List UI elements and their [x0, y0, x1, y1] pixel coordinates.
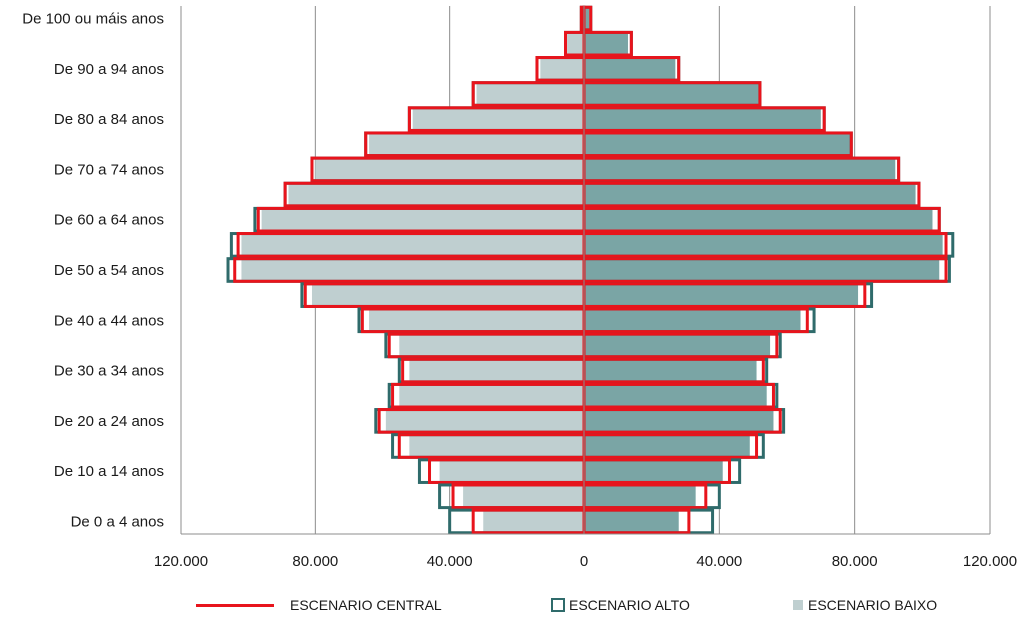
legend-item-baixo: ESCENARIO BAIXO: [793, 597, 937, 613]
bar-baixo-right: [584, 409, 774, 433]
bar-baixo-right: [584, 57, 676, 81]
bar-baixo-left: [369, 132, 584, 156]
legend-label-baixo: ESCENARIO BAIXO: [808, 597, 938, 613]
bar-baixo-left: [315, 158, 584, 181]
x-tick-label: 40.000: [427, 553, 473, 570]
bar-baixo-right: [584, 183, 916, 206]
axes: [181, 6, 990, 535]
bar-baixo-right: [584, 258, 940, 282]
y-category-label: De 40 a 44 anos: [54, 312, 164, 329]
bar-baixo-right: [584, 283, 859, 307]
bar-baixo-right: [584, 459, 723, 483]
bar-baixo-left: [412, 107, 584, 131]
legend-swatch-alto: [551, 598, 565, 612]
bar-baixo-left: [463, 484, 584, 508]
y-category-label: De 70 a 74 anos: [54, 161, 164, 178]
bar-baixo-left: [399, 334, 584, 357]
y-category-label: De 0 a 4 anos: [71, 513, 164, 530]
bar-baixo-right: [584, 359, 757, 382]
bar-baixo-right: [584, 484, 696, 508]
bar-baixo-left: [261, 208, 584, 232]
legend-item-central: ESCENARIO CENTRAL: [196, 597, 442, 613]
x-tick-label: 120.000: [154, 553, 208, 570]
bar-baixo-left: [409, 359, 584, 382]
y-category-label: De 80 a 84 anos: [54, 111, 164, 128]
bar-baixo-left: [399, 384, 584, 408]
chart-legend: ESCENARIO CENTRAL ESCENARIO ALTO ESCENAR…: [0, 597, 1022, 617]
x-tick-label: 0: [580, 553, 588, 570]
bar-baixo-left: [288, 183, 584, 206]
bar-baixo-right: [584, 308, 801, 332]
bar-baixo-left: [409, 434, 584, 458]
x-tick-label: 40.000: [696, 553, 742, 570]
legend-label-alto: ESCENARIO ALTO: [569, 597, 690, 613]
bar-baixo-left: [311, 283, 584, 307]
bar-baixo-left: [241, 233, 584, 257]
x-tick-label: 80.000: [292, 553, 338, 570]
x-tick-label: 120.000: [963, 553, 1017, 570]
bar-baixo-right: [584, 233, 943, 257]
y-axis-labels: De 100 ou máis anos De 90 a 94 anos De 80 …: [22, 11, 164, 531]
bar-baixo-left: [540, 57, 584, 81]
bar-baixo-left: [369, 308, 584, 332]
y-category-label: De 100 ou máis anos: [22, 11, 164, 28]
legend-swatch-central: [196, 603, 274, 607]
bar-baixo-left: [567, 32, 584, 56]
y-category-label: De 90 a 94 anos: [54, 61, 164, 78]
bar-baixo-right: [584, 510, 679, 533]
bars: [226, 5, 955, 535]
y-category-label: De 20 a 24 anos: [54, 413, 164, 430]
bar-baixo-left: [439, 459, 584, 483]
legend-label-central: ESCENARIO CENTRAL: [290, 597, 442, 613]
bar-baixo-right: [584, 208, 933, 232]
y-category-label: De 60 a 64 anos: [54, 212, 164, 229]
legend-item-alto: ESCENARIO ALTO: [551, 597, 690, 613]
x-axis-tick-labels: 120.000 80.000 40.000 0 40.000 80.000 120.000: [154, 553, 1017, 570]
bar-baixo-right: [584, 107, 821, 131]
bar-baixo-right: [584, 434, 750, 458]
y-category-label: De 30 a 34 anos: [54, 363, 164, 380]
bar-baixo-right: [584, 82, 760, 106]
bar-baixo-right: [584, 384, 767, 408]
bar-baixo-left: [385, 409, 584, 433]
bar-baixo-left: [241, 258, 584, 282]
bar-baixo-right: [584, 132, 852, 156]
y-category-label: De 50 a 54 anos: [54, 262, 164, 279]
bar-baixo-left: [483, 510, 584, 533]
legend-swatch-baixo: [793, 600, 803, 610]
bar-baixo-left: [476, 82, 584, 106]
y-category-label: De 10 a 14 anos: [54, 463, 164, 480]
bar-baixo-right: [584, 158, 896, 181]
bar-baixo-right: [584, 334, 771, 357]
bar-baixo-right: [584, 7, 590, 30]
x-tick-label: 80.000: [832, 553, 878, 570]
bar-baixo-right: [584, 32, 628, 56]
